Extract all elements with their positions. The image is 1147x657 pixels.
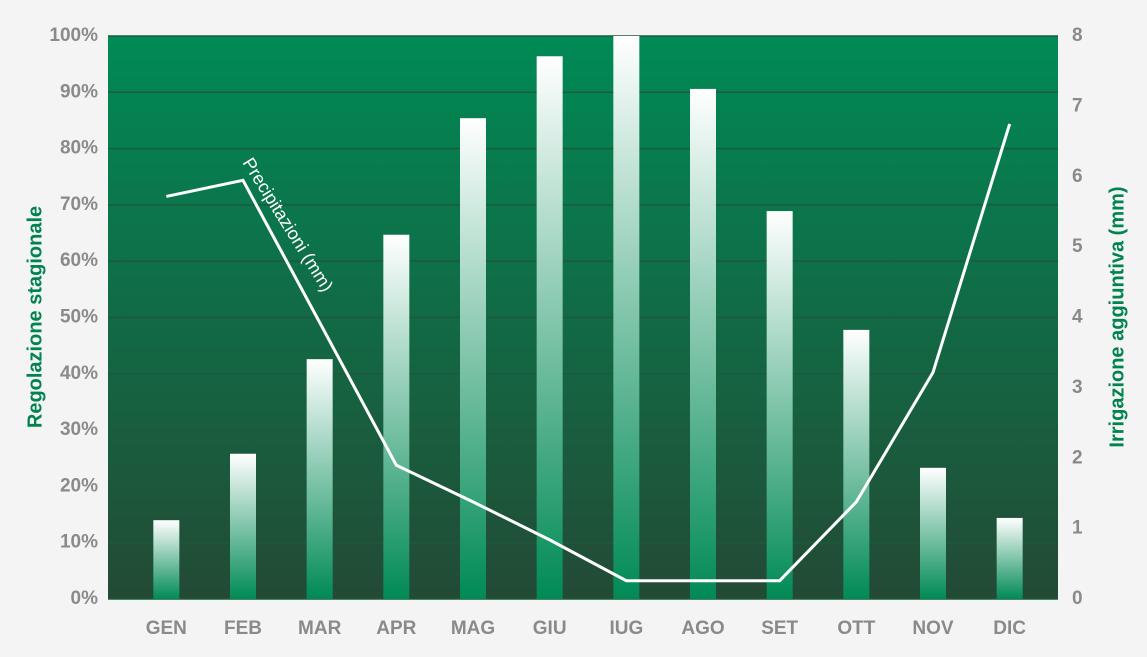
bar <box>613 36 640 599</box>
line <box>166 123 1012 583</box>
bar <box>996 517 1023 599</box>
x-tick-label: OTT <box>837 618 875 639</box>
y2-tick-label: 6 <box>1072 166 1083 187</box>
bar <box>153 520 180 599</box>
bar <box>843 329 870 599</box>
y2-tick-label: 4 <box>1072 307 1083 328</box>
bar <box>690 88 716 599</box>
x-tick-label: FEB <box>224 618 262 639</box>
y-tick-label: 0% <box>71 588 99 609</box>
y-tick-label: 60% <box>60 250 98 271</box>
y-tick-label: 30% <box>60 419 98 440</box>
x-tick-label: SET <box>761 618 798 639</box>
bar <box>230 453 256 599</box>
y2-tick-label: 5 <box>1072 236 1083 257</box>
bar <box>306 359 333 599</box>
y2-tick-label: 7 <box>1072 95 1083 116</box>
bar <box>536 56 563 599</box>
bar <box>920 467 946 599</box>
x-tick-label: IUG <box>609 618 643 639</box>
y-tick-label: 80% <box>60 138 98 159</box>
y-tick-label: 100% <box>49 25 98 46</box>
x-tick-label: DIC <box>993 618 1026 639</box>
x-tick-label: APR <box>376 618 416 639</box>
x-tick-label: NOV <box>912 618 954 639</box>
y2-tick-label: 8 <box>1072 25 1083 46</box>
x-tick-label: AGO <box>681 618 724 639</box>
y2-tick-label: 0 <box>1072 588 1083 609</box>
x-tick-label: MAG <box>451 618 495 639</box>
x-tick-label: GEN <box>146 618 187 639</box>
y2-tick-label: 1 <box>1072 518 1083 539</box>
y2-tick-label: 3 <box>1072 377 1083 398</box>
y2-axis-title: Irrigazione aggiuntiva (mm) <box>1106 186 1128 447</box>
y-tick-label: 10% <box>60 532 98 553</box>
y2-tick-label: 2 <box>1072 447 1083 468</box>
bar <box>460 118 486 599</box>
y-tick-label: 90% <box>60 81 98 102</box>
y-tick-label: 50% <box>60 307 98 328</box>
x-tick-label: MAR <box>298 618 342 639</box>
y-tick-label: 20% <box>60 475 98 496</box>
bar <box>766 211 793 599</box>
x-tick-label: GIU <box>533 618 567 639</box>
y-tick-label: 40% <box>60 363 98 384</box>
bar <box>383 234 410 599</box>
y-tick-label: 70% <box>60 194 98 215</box>
y-axis-title: Regolazione stagionale <box>24 206 46 428</box>
